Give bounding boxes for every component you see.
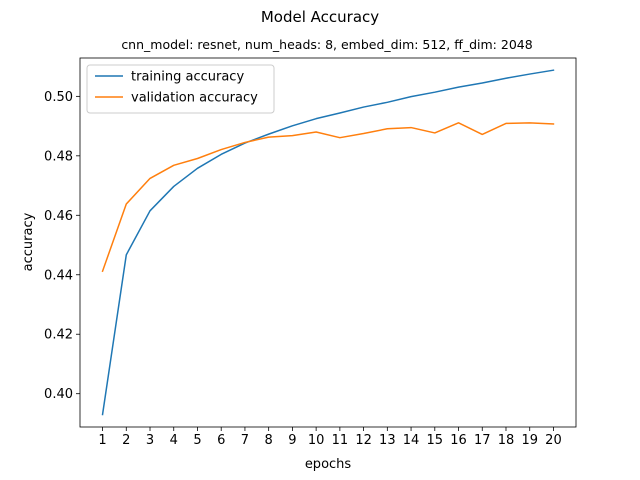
y-tick-label: 0.42 bbox=[44, 328, 73, 343]
training-accuracy-line bbox=[101, 69, 555, 416]
x-tick-label: 13 bbox=[379, 433, 396, 448]
x-tick-label: 6 bbox=[217, 433, 225, 448]
validation-accuracy-line bbox=[101, 122, 555, 273]
x-tick-label: 15 bbox=[427, 433, 444, 448]
series-lines bbox=[101, 69, 555, 416]
x-tick-label: 9 bbox=[288, 433, 296, 448]
x-tick-label: 12 bbox=[355, 433, 372, 448]
legend: training accuracy validation accuracy bbox=[86, 64, 275, 114]
legend-label-training: training accuracy bbox=[131, 70, 244, 85]
chart-title: Model Accuracy bbox=[261, 8, 379, 26]
x-tick-label: 1 bbox=[98, 433, 106, 448]
x-tick-label: 10 bbox=[308, 433, 325, 448]
x-axis-ticks: 1 2 3 4 5 6 7 8 9 10 11 12 13 14 15 16 17 18 19 20 bbox=[98, 427, 562, 448]
x-tick-label: 7 bbox=[241, 433, 249, 448]
x-tick-label: 20 bbox=[545, 433, 562, 448]
x-tick-label: 5 bbox=[193, 433, 201, 448]
x-tick-label: 18 bbox=[498, 433, 515, 448]
y-tick-label: 0.50 bbox=[44, 90, 73, 105]
x-tick-label: 19 bbox=[521, 433, 538, 448]
x-axis-label: epochs bbox=[305, 457, 352, 472]
y-axis-ticks: 0.40 0.42 0.44 0.46 0.48 0.50 bbox=[44, 90, 80, 402]
y-tick-label: 0.40 bbox=[44, 387, 73, 402]
legend-box bbox=[86, 64, 275, 114]
x-tick-label: 17 bbox=[474, 433, 491, 448]
y-tick-label: 0.44 bbox=[44, 268, 73, 283]
legend-label-validation: validation accuracy bbox=[131, 91, 258, 106]
x-tick-label: 3 bbox=[146, 433, 154, 448]
x-tick-label: 11 bbox=[332, 433, 349, 448]
x-tick-label: 4 bbox=[170, 433, 178, 448]
x-tick-label: 2 bbox=[122, 433, 130, 448]
chart-subtitle: cnn_model: resnet, num_heads: 8, embed_d… bbox=[121, 37, 532, 52]
y-tick-label: 0.48 bbox=[44, 149, 73, 164]
x-tick-label: 14 bbox=[403, 433, 420, 448]
y-tick-label: 0.46 bbox=[44, 209, 73, 224]
axes-frame bbox=[79, 57, 577, 428]
x-tick-label: 16 bbox=[450, 433, 467, 448]
y-axis-label: accuracy bbox=[21, 212, 36, 271]
x-tick-label: 8 bbox=[265, 433, 273, 448]
